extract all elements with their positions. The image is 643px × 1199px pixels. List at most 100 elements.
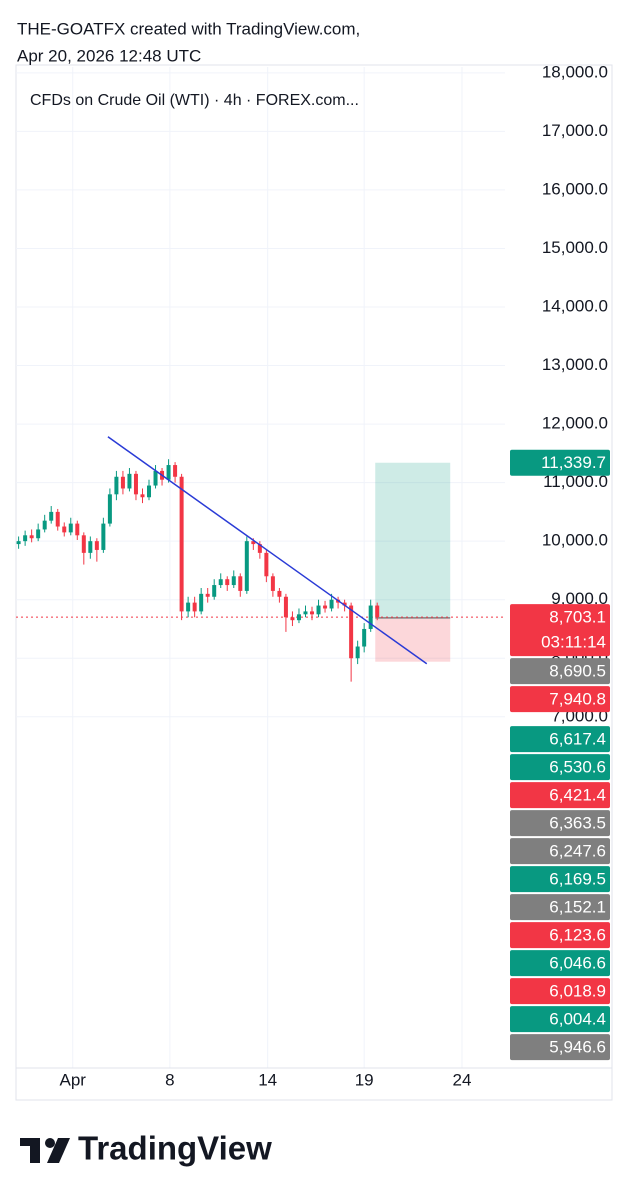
candle-body — [277, 590, 282, 597]
candle-body — [75, 523, 80, 536]
candle-body — [101, 523, 106, 550]
candle-body — [36, 529, 41, 539]
candle-body — [257, 544, 262, 553]
candle-body — [81, 535, 86, 553]
candle-body — [264, 552, 269, 577]
price-label-box — [510, 894, 610, 921]
candle-body — [42, 520, 47, 530]
candle-body — [362, 628, 367, 647]
brand: TradingView — [78, 1130, 272, 1167]
trendline — [107, 436, 428, 665]
candle-body — [23, 535, 28, 542]
logo-mark — [30, 1138, 40, 1163]
candle-body — [296, 614, 301, 621]
candle-body — [316, 605, 321, 615]
price-label: 6,421.4 — [549, 786, 606, 805]
candle-body — [173, 465, 178, 477]
candle-body — [147, 485, 152, 498]
candle-body — [303, 611, 308, 615]
price-label-box — [510, 922, 610, 949]
chart-title: CFDs on Crude Oil (WTI) · 4h · FOREX.com… — [30, 92, 359, 109]
x-tick-label: 14 — [258, 1070, 277, 1089]
logo-mark — [45, 1138, 55, 1148]
candle-body — [29, 535, 34, 539]
candle-body — [212, 585, 217, 597]
y-tick-label: 13,000.0 — [542, 355, 608, 374]
y-tick-label: 9,000.0 — [551, 589, 608, 608]
y-tick-label: 15,000.0 — [542, 238, 608, 257]
price-label-box — [510, 1006, 610, 1033]
candle-body — [238, 576, 243, 591]
candle-body — [329, 599, 334, 609]
x-tick-label: Apr — [59, 1070, 86, 1089]
price-label: 11,339.7 — [541, 453, 606, 472]
y-tick-label: 12,000.0 — [542, 414, 608, 433]
price-label-box — [510, 782, 610, 809]
candle-body — [49, 511, 54, 521]
price-label-box — [510, 658, 610, 685]
candle-body — [16, 541, 21, 545]
price-label-box — [510, 866, 610, 893]
candle-body — [218, 579, 223, 586]
x-tick-label: 19 — [355, 1070, 374, 1089]
candle-body — [114, 476, 119, 495]
price-label: 6,018.9 — [549, 982, 606, 1001]
candle-body — [323, 605, 328, 609]
date: Apr 20, 2026 12:48 UTC — [17, 46, 201, 65]
logo-mark — [47, 1138, 70, 1163]
price-label: 8,690.5 — [549, 662, 606, 681]
candle-body — [231, 576, 236, 586]
candle-body — [192, 602, 197, 612]
logo — [20, 1138, 70, 1163]
candle-body — [166, 465, 171, 480]
countdown: 03:11:14 — [541, 633, 606, 652]
candle-body — [355, 646, 360, 659]
candle-body — [310, 611, 315, 615]
price-label: 6,046.6 — [549, 954, 606, 973]
x-tick-label: 8 — [165, 1070, 174, 1089]
candle-body — [270, 576, 275, 591]
price-label-box — [510, 838, 610, 865]
candle-body — [290, 617, 295, 621]
price-label: 5,946.6 — [549, 1038, 606, 1057]
stop-zone — [375, 617, 451, 662]
candle-body — [225, 579, 230, 586]
candle-body — [349, 605, 354, 659]
target-zone — [375, 462, 451, 618]
price-label: 6,123.6 — [549, 926, 606, 945]
candle-body — [133, 473, 138, 495]
price-label-box — [510, 449, 610, 476]
candle-body — [283, 596, 288, 618]
price-label-box — [510, 950, 610, 977]
price-label: 6,247.6 — [549, 842, 606, 861]
credit: THE-GOATFX created with TradingView.com, — [17, 19, 360, 38]
price-label: 6,617.4 — [549, 730, 606, 749]
candle-body — [251, 541, 256, 545]
candle-body — [153, 470, 158, 486]
candle-body — [120, 476, 125, 489]
candle-body — [375, 605, 380, 618]
y-tick-label: 14,000.0 — [542, 296, 608, 315]
x-tick-label: 24 — [453, 1070, 472, 1089]
price-label-box — [510, 604, 610, 657]
price-label-box — [510, 978, 610, 1005]
candle-body — [140, 494, 145, 498]
y-tick-label: 11,000.0 — [543, 472, 608, 491]
candle-body — [127, 473, 132, 489]
price-label: 6,530.6 — [549, 758, 606, 777]
candle-body — [107, 494, 112, 524]
price-label-box — [510, 810, 610, 837]
y-tick-label: 18,000.0 — [542, 62, 608, 81]
candle-body — [186, 602, 191, 612]
candle-body — [68, 523, 73, 533]
y-tick-label: 16,000.0 — [542, 179, 608, 198]
price-label: 6,169.5 — [549, 870, 606, 889]
candle-body — [62, 526, 67, 533]
candle-body — [205, 593, 210, 597]
candle-body — [88, 541, 93, 553]
price-label-box — [510, 1034, 610, 1061]
y-tick-label: 10,000.0 — [542, 531, 608, 550]
price-label: 7,940.8 — [549, 690, 606, 709]
candle-body — [199, 593, 204, 612]
price-label-box — [510, 686, 610, 713]
